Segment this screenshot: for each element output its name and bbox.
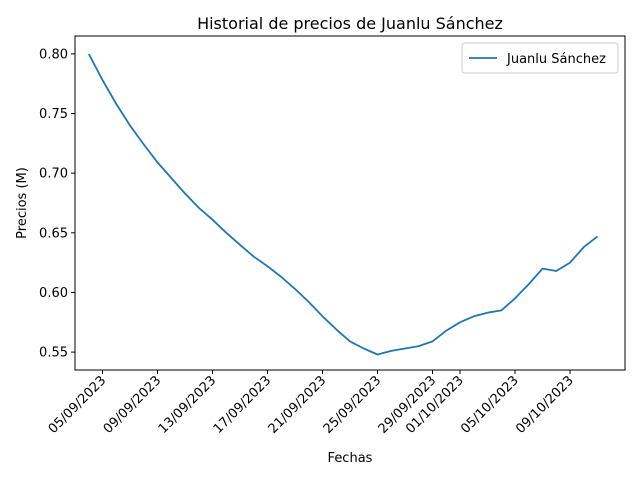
- y-tick-label: 0.70: [39, 167, 68, 182]
- y-tick-label: 0.60: [39, 286, 68, 301]
- chart-title: Historial de precios de Juanlu Sánchez: [197, 14, 503, 33]
- plot-area-frame: [74, 35, 626, 371]
- legend-label: Juanlu Sánchez: [506, 52, 606, 67]
- y-tick-label: 0.75: [39, 107, 68, 122]
- y-axis: 0.55 0.60 0.65 0.70 0.75 0.80: [39, 47, 75, 361]
- x-axis-label: Fechas: [328, 451, 373, 466]
- legend: Juanlu Sánchez: [461, 42, 619, 74]
- series-line: [88, 53, 599, 356]
- series-lines: [88, 53, 599, 356]
- y-tick-label: 0.80: [39, 47, 68, 62]
- legend-box: [461, 42, 619, 74]
- y-tick-label: 0.65: [39, 226, 68, 241]
- y-tick-label: 0.55: [39, 346, 68, 361]
- y-axis-label: Precios (M): [15, 167, 30, 239]
